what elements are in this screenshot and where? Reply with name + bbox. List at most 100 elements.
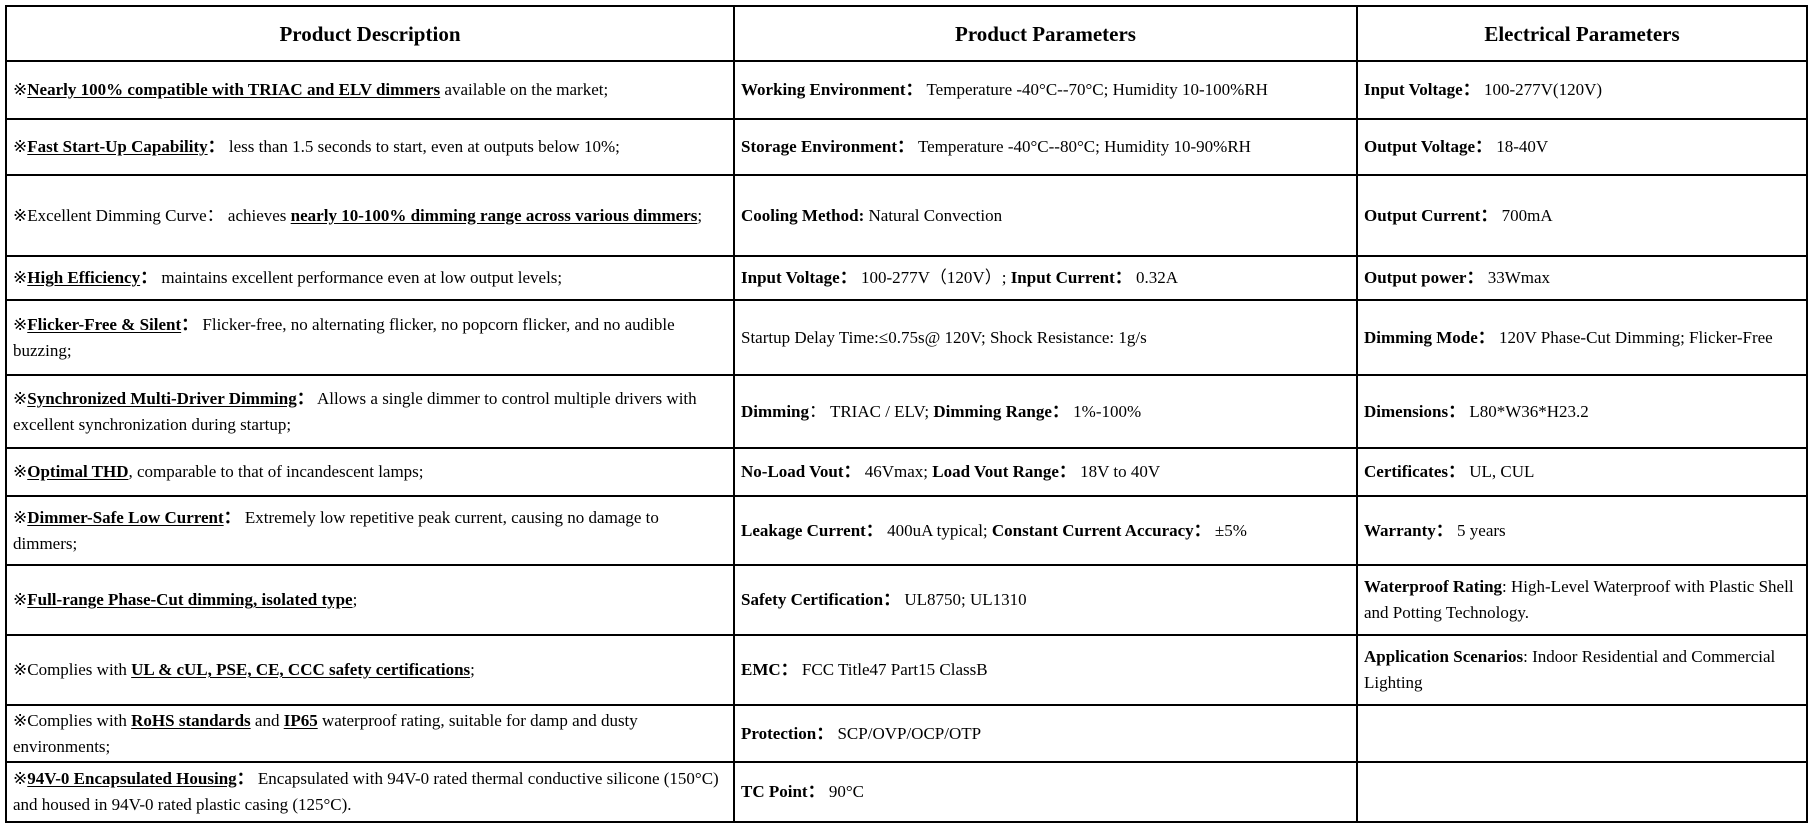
label-text: Optimal THD [27, 462, 129, 481]
value-text: 700mA [1497, 205, 1553, 225]
label-text: Flicker-Free & Silent [27, 314, 182, 334]
label-text: No-Load Vout： [741, 462, 861, 481]
table-row: ※Complies with RoHS standards and IP65 w… [5, 704, 1808, 763]
description-cell: ※High Efficiency： maintains excellent pe… [5, 255, 735, 301]
label-text: Output power： [1364, 268, 1484, 287]
table-row: ※Synchronized Multi-Driver Dimming： Allo… [5, 374, 1808, 449]
electrical-parameter-cell: Output Voltage： 18-40V [1356, 118, 1808, 176]
value-text: Natural Convection [864, 205, 1003, 225]
label-text: Input Voltage： [1364, 80, 1480, 99]
header-product-description: Product Description [5, 5, 735, 62]
label-text: Cooling Method: [741, 205, 865, 225]
value-text: Temperature -40°C--80°C; Humidity 10-90%… [914, 137, 1251, 156]
table-row: ※Excellent Dimming Curve： achieves nearl… [5, 174, 1808, 257]
label-text: ： [181, 314, 199, 334]
electrical-parameter-cell: Output power： 33Wmax [1356, 255, 1808, 301]
value-text: SCP/OVP/OCP/OTP [833, 723, 982, 743]
label-text: ： [223, 507, 241, 527]
value-text: ; [470, 660, 475, 679]
product-parameter-cell: Leakage Current： 400uA typical; Constant… [733, 495, 1358, 566]
label-text: Storage Environment： [741, 137, 914, 156]
label-text: Full-range Phase-Cut dimming, isolated t… [27, 590, 353, 609]
product-parameter-cell: Dimming： TRIAC / ELV; Dimming Range： 1%-… [733, 374, 1358, 449]
value-text: ※Complies with [13, 710, 132, 730]
value-text: L80*W36*H23.2 [1465, 401, 1589, 421]
value-text: 46Vmax; [860, 462, 933, 481]
label-text: IP65 [283, 710, 318, 730]
label-text: Protection： [741, 723, 834, 743]
label-text: ： [140, 268, 158, 287]
product-parameter-cell: No-Load Vout： 46Vmax; Load Vout Range： 1… [733, 447, 1358, 497]
label-text: Synchronized Multi-Driver Dimming [27, 388, 297, 408]
description-cell: ※Fast Start-Up Capability： less than 1.5… [5, 118, 735, 176]
value-text: ※ [13, 462, 28, 481]
table-row: ※Full-range Phase-Cut dimming, isolated … [5, 564, 1808, 636]
value-text: ; [697, 205, 703, 225]
table-row: ※Optimal THD, comparable to that of inca… [5, 447, 1808, 497]
product-parameter-cell: Input Voltage： 100-277V（120V）; Input Cur… [733, 255, 1358, 301]
value-text: Allows a single dimmer to control multip… [13, 388, 697, 434]
value-text: Flicker-free, no alternating flicker, no… [13, 314, 675, 360]
value-text: 33Wmax [1483, 268, 1551, 287]
label-text: RoHS standards [131, 710, 251, 730]
value-text: 120V Phase-Cut Dimming; Flicker-Free [1494, 327, 1773, 347]
product-parameter-cell: Storage Environment： Temperature -40°C--… [733, 118, 1358, 176]
value-text: UL, CUL [1465, 462, 1535, 481]
label-text: Application Scenarios [1364, 647, 1524, 666]
value-text: less than 1.5 seconds to start, even at … [224, 137, 620, 156]
value-text: 0.32A [1131, 268, 1179, 287]
description-cell: ※Complies with UL & cUL, PSE, CE, CCC sa… [5, 634, 735, 706]
label-text: Dimming Range： [933, 401, 1069, 421]
description-cell: ※Excellent Dimming Curve： achieves nearl… [5, 174, 735, 257]
spec-table: Product Description Product Parameters E… [5, 5, 1808, 823]
label-text: UL & cUL, PSE, CE, CCC safety certificat… [131, 660, 471, 679]
label-text: Constant Current Accuracy： [991, 520, 1211, 540]
product-parameter-cell: Protection： SCP/OVP/OCP/OTP [733, 704, 1358, 763]
table-row: ※Complies with UL & cUL, PSE, CE, CCC sa… [5, 634, 1808, 706]
header-product-parameters: Product Parameters [733, 5, 1358, 62]
description-cell: ※94V-0 Encapsulated Housing： Encapsulate… [5, 761, 735, 823]
value-text: Temperature -40°C--70°C; Humidity 10-100… [922, 80, 1268, 99]
value-text: available on the market; [440, 80, 609, 99]
label-text: TC Point： [741, 782, 825, 801]
value-text: 18V to 40V [1075, 462, 1161, 481]
electrical-parameter-cell: Certificates： UL, CUL [1356, 447, 1808, 497]
value-text: ※ [13, 268, 28, 287]
table-row: ※Fast Start-Up Capability： less than 1.5… [5, 118, 1808, 176]
product-parameter-cell: Working Environment： Temperature -40°C--… [733, 60, 1358, 120]
value-text: ※ [13, 769, 28, 788]
label-text: Waterproof Rating [1364, 577, 1503, 596]
table-row: ※Nearly 100% compatible with TRIAC and E… [5, 60, 1808, 120]
label-text: Output Voltage： [1364, 137, 1492, 156]
table-row: ※94V-0 Encapsulated Housing： Encapsulate… [5, 761, 1808, 823]
description-cell: ※Flicker-Free & Silent： Flicker-free, no… [5, 299, 735, 376]
description-cell: ※Complies with RoHS standards and IP65 w… [5, 704, 735, 763]
value-text: ： TRIAC / ELV; [809, 401, 934, 421]
value-text: 1%-100% [1068, 401, 1142, 421]
value-text: ※Excellent Dimming Curve： achieves [13, 205, 291, 225]
description-cell: ※Full-range Phase-Cut dimming, isolated … [5, 564, 735, 636]
product-parameter-cell: TC Point： 90°C [733, 761, 1358, 823]
label-text: ： [207, 137, 225, 156]
value-text: : High-Level Waterproof with Plastic She… [1364, 577, 1794, 622]
value-text: , comparable to that of incandescent lam… [128, 462, 424, 481]
value-text: and [250, 710, 284, 730]
label-text: Working Environment： [741, 80, 923, 99]
label-text: Output Current： [1364, 205, 1498, 225]
electrical-parameter-cell: Dimming Mode： 120V Phase-Cut Dimming; Fl… [1356, 299, 1808, 376]
electrical-parameter-cell [1356, 761, 1808, 823]
electrical-parameter-cell: Warranty： 5 years [1356, 495, 1808, 566]
table-row: ※High Efficiency： maintains excellent pe… [5, 255, 1808, 301]
label-text: Dimming Mode： [1364, 327, 1495, 347]
value-text: UL8750; UL1310 [900, 590, 1027, 609]
value-text: ※ [13, 590, 28, 609]
label-text: nearly 10-100% dimming range across vari… [290, 205, 698, 225]
label-text: Input Current： [1010, 268, 1132, 287]
value-text: ※ [13, 80, 28, 99]
header-electrical-parameters: Electrical Parameters [1356, 5, 1808, 62]
product-parameter-cell: Cooling Method: Natural Convection [733, 174, 1358, 257]
description-cell: ※Synchronized Multi-Driver Dimming： Allo… [5, 374, 735, 449]
product-parameter-cell: EMC： FCC Title47 Part15 ClassB [733, 634, 1358, 706]
value-text: Encapsulated with 94V-0 rated thermal co… [13, 769, 719, 814]
label-text: ： [296, 388, 314, 408]
